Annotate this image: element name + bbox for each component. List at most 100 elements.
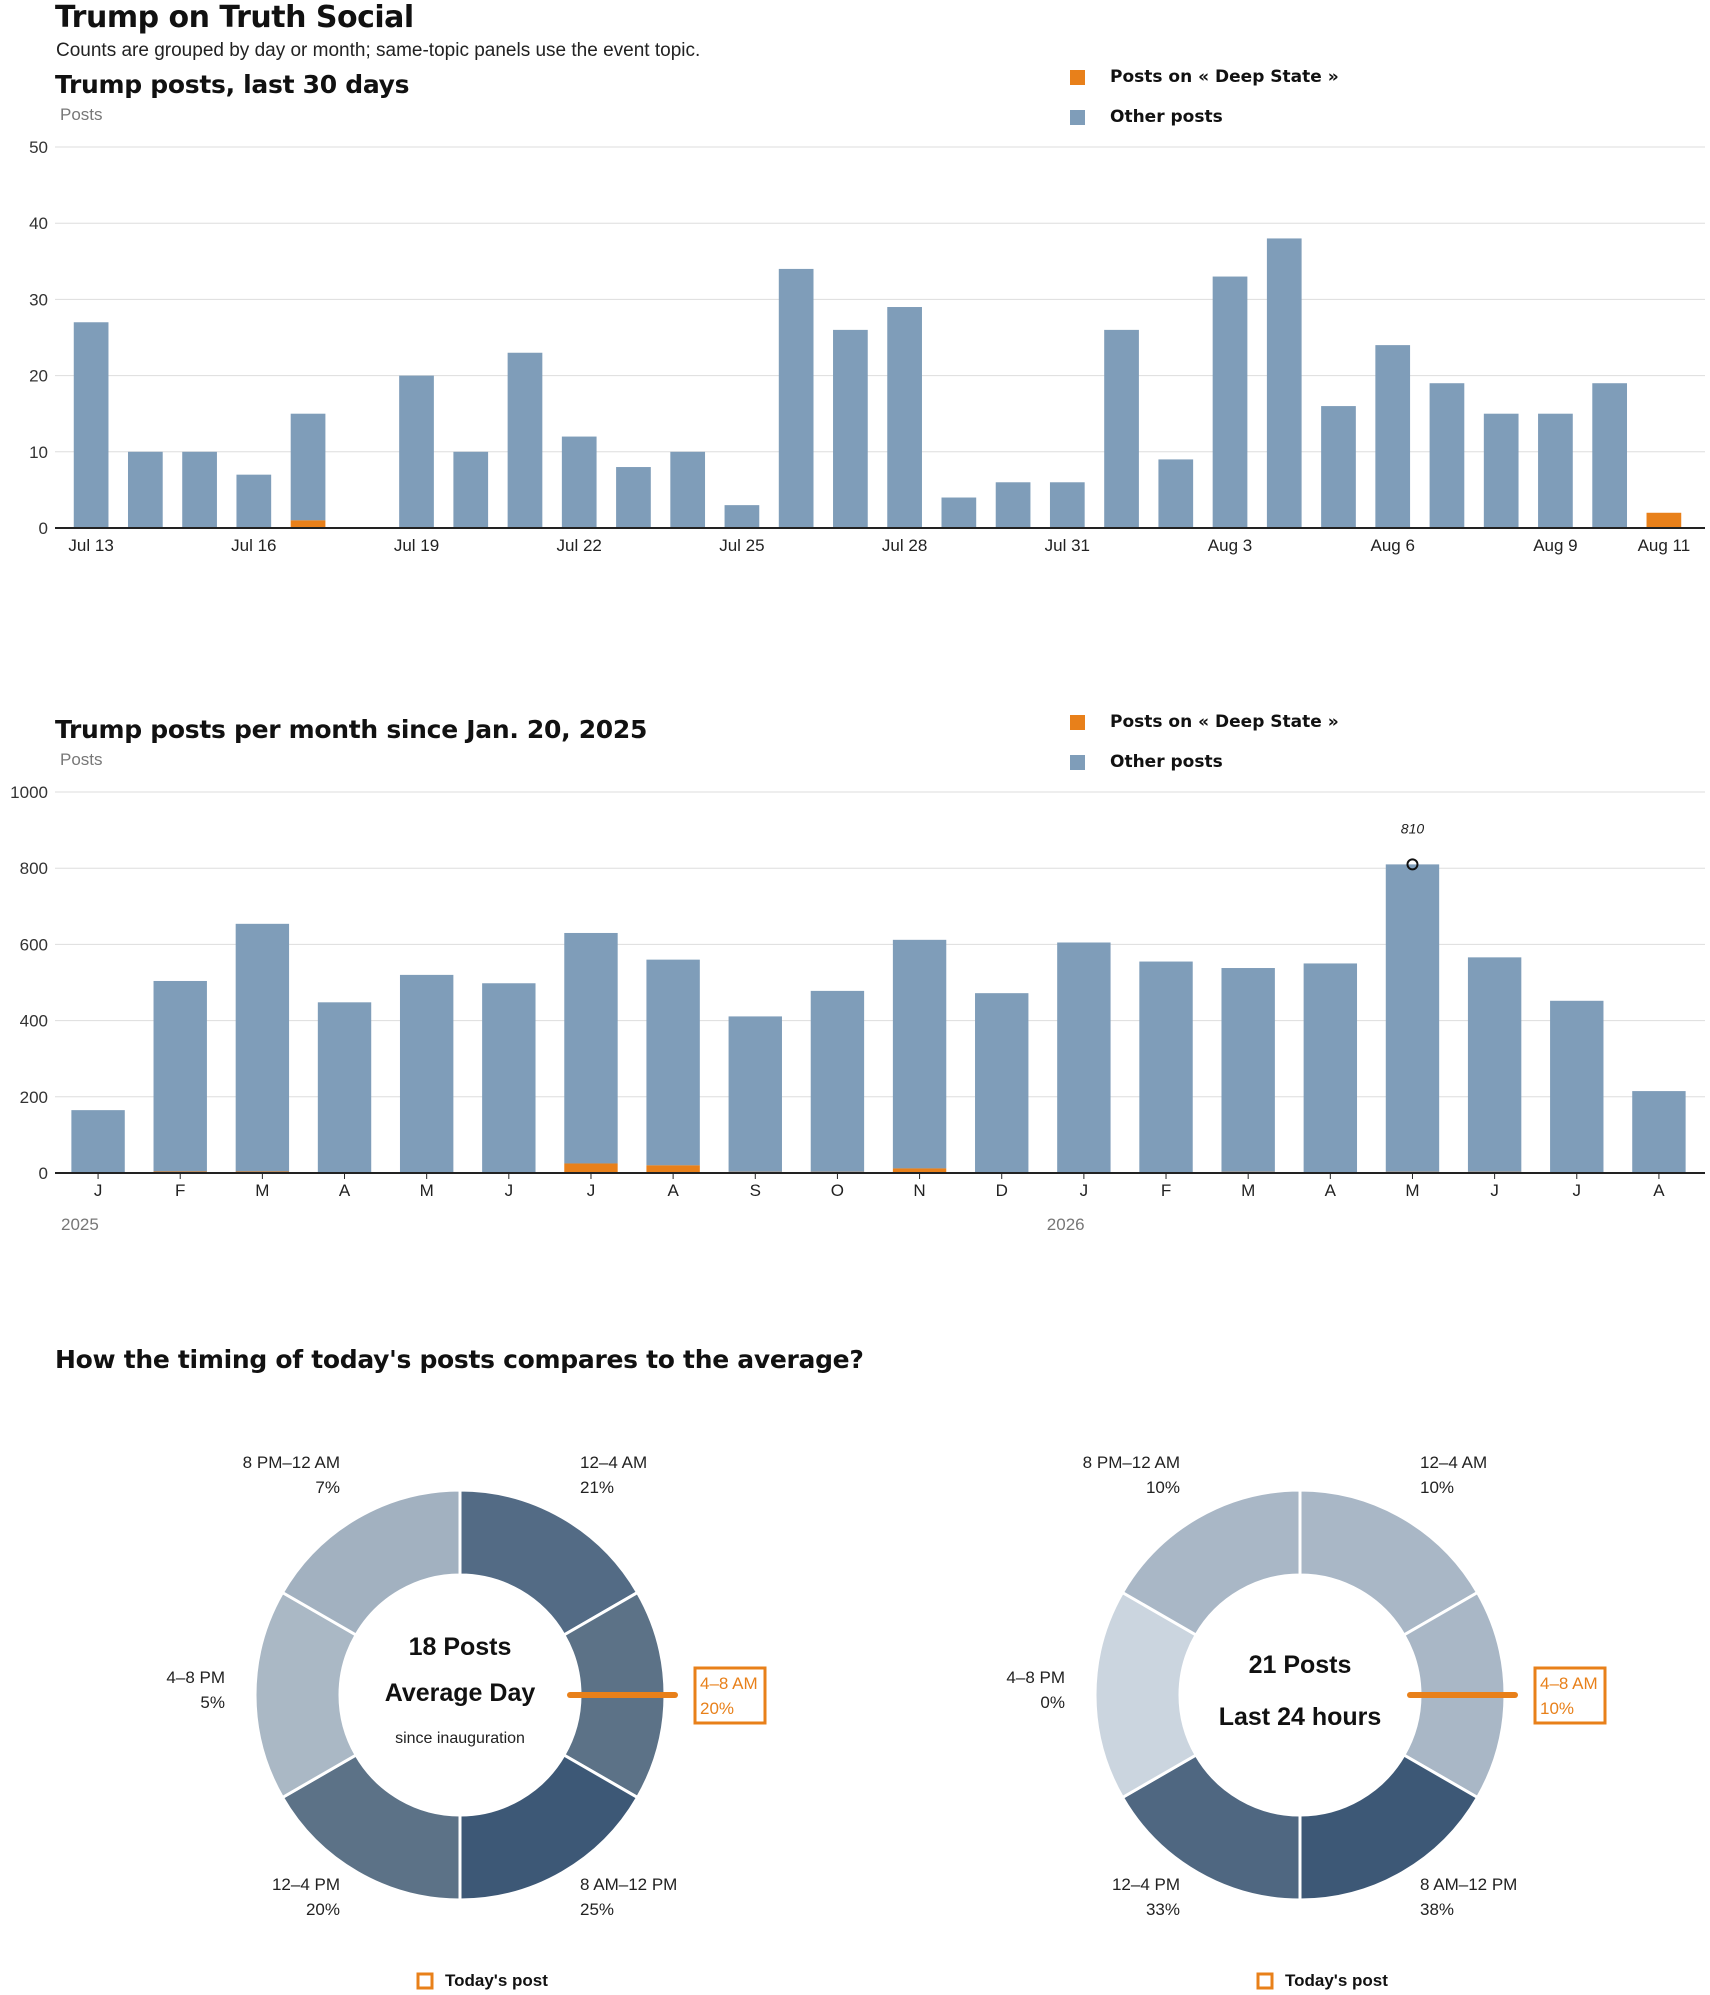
bar-other	[1467, 957, 1522, 1172]
page-subtitle: Counts are grouped by day or month; same…	[56, 40, 701, 61]
x-tick-label: Jul 16	[231, 536, 276, 555]
bar-other	[1221, 968, 1275, 1172]
bar-other	[1550, 1000, 1604, 1173]
bar-other	[564, 932, 618, 1164]
x-tick-label: A	[1325, 1181, 1337, 1200]
y-tick-label: 0	[39, 1164, 48, 1183]
slice-pct: 20%	[306, 1900, 340, 1919]
bar-other	[453, 451, 489, 528]
timing-section-title: How the timing of today's posts compares…	[55, 1345, 864, 1374]
slice-pct: 10%	[1420, 1478, 1454, 1497]
bar-other	[399, 375, 434, 528]
bar-other	[1266, 238, 1302, 528]
bar-other	[1104, 329, 1139, 528]
bar-other	[1429, 383, 1465, 528]
y-tick-label: 30	[29, 290, 48, 309]
bar-other	[1385, 864, 1440, 1172]
daily-bar-chart: 0 10 20 30 40 50 Jul 13 Jul 16 Jul 19 Jul 22 Jul 2…	[29, 138, 1705, 555]
donut-slice	[280, 1488, 462, 1638]
y-tick-label: 20	[29, 367, 48, 386]
bar-other	[1538, 413, 1573, 528]
peak-marker	[1406, 858, 1419, 871]
x-tick-label: J	[1490, 1181, 1499, 1200]
bar-other	[670, 451, 706, 528]
donut-slice	[1120, 1488, 1302, 1638]
peak-value-label: 810	[1401, 820, 1425, 836]
legend-item-other: Other posts	[1070, 107, 1339, 127]
bar-other	[317, 1002, 372, 1173]
y-unit-daily: Posts	[60, 105, 103, 124]
slice-pct-highlight: 20%	[700, 1699, 734, 1718]
bar-other	[153, 980, 207, 1172]
bar-topic	[564, 1163, 618, 1173]
bar-topic	[646, 1165, 700, 1173]
bar-other	[507, 352, 543, 528]
bar-other	[182, 451, 217, 528]
slice-pct: 7%	[315, 1478, 340, 1497]
bar-other	[1483, 413, 1519, 528]
bar-other	[1057, 942, 1111, 1173]
bar-other	[73, 322, 109, 528]
slice-label: 12–4 PM	[272, 1875, 340, 1894]
legend-label-other: Other posts	[1110, 107, 1223, 127]
slice-pct: 0%	[1040, 1693, 1065, 1712]
slice-pct: 33%	[1146, 1900, 1180, 1919]
bar-other	[235, 923, 290, 1172]
x-tick-label: J	[587, 1181, 596, 1200]
slice-label: 8 AM–12 PM	[580, 1875, 677, 1894]
legend-daily: Posts on « Deep State » Other posts	[1070, 67, 1339, 147]
bar-other	[1632, 1091, 1686, 1173]
legend-label-other: Other posts	[1110, 752, 1223, 772]
highlight-box	[693, 1666, 767, 1725]
bar-other	[887, 307, 922, 528]
donut-center-note: since inauguration	[395, 1730, 525, 1747]
slice-label: 12–4 AM	[1420, 1453, 1487, 1472]
donut-last24-svg: 12–4 AM 10% 4–8 AM 10% 8 AM–12 PM 38% 12–4 PM 3…	[1006, 1453, 1607, 1990]
legend-swatch-topic	[1070, 69, 1085, 85]
slice-pct: 38%	[1420, 1900, 1454, 1919]
legend-item-other: Other posts	[1070, 752, 1339, 772]
today-legend-swatch	[1256, 1972, 1274, 1990]
x-tick-label: Jul 13	[68, 536, 113, 555]
x-tick-label: S	[750, 1181, 761, 1200]
x-tick-label: J	[1080, 1181, 1089, 1200]
bar-other	[616, 467, 651, 528]
bar-other	[561, 436, 597, 528]
x-tick-label: J	[1573, 1181, 1582, 1200]
bar-other	[1375, 345, 1411, 528]
x-tick-label: Jul 28	[882, 536, 927, 555]
legend-swatch-other	[1070, 754, 1085, 770]
monthly-bar-chart: 0 200 400 600 800 1000 J F M A M J J A S O N D J F M A M J J A 202…	[10, 783, 1705, 1234]
donut-average-svg: 12–4 AM 21% 4–8 AM 20% 8 AM–12 PM 25% 12–4 PM 2…	[166, 1453, 767, 1990]
bar-other	[1303, 963, 1358, 1173]
bar-other	[1212, 276, 1248, 528]
bar-other	[1139, 961, 1193, 1173]
bar-other	[1592, 383, 1628, 528]
y-tick-label: 40	[29, 214, 48, 233]
slice-label: 8 AM–12 PM	[1420, 1875, 1517, 1894]
donut-last-24h: 12–4 AM 10% 4–8 AM 10% 8 AM–12 PM 38% 12–4 PM 3…	[880, 1450, 1700, 1990]
x-tick-label: F	[1161, 1181, 1171, 1200]
x-tick-label: Jul 25	[719, 536, 764, 555]
x-tick-label: Aug 6	[1370, 536, 1414, 555]
donut-center-total: 18 Posts	[409, 1633, 512, 1661]
highlight-box	[1533, 1666, 1607, 1725]
y-tick-label: 50	[29, 138, 48, 157]
bar-other	[833, 329, 868, 528]
bar-other	[728, 1016, 782, 1172]
legend-item-topic: Posts on « Deep State »	[1070, 67, 1339, 87]
y-tick-label: 800	[20, 859, 48, 878]
chart-title-daily: Trump posts, last 30 days	[55, 70, 410, 99]
bar-other	[290, 413, 326, 521]
x-tick-label: J	[94, 1181, 103, 1200]
slice-label: 12–4 PM	[1112, 1875, 1180, 1894]
bar-other	[399, 974, 454, 1173]
page-title: Trump on Truth Social	[55, 0, 414, 35]
bar-other	[724, 505, 760, 528]
bar-other	[892, 939, 947, 1169]
slice-pct: 25%	[580, 1900, 614, 1919]
bar-other	[778, 268, 814, 528]
year-label: 2026	[1047, 1215, 1085, 1234]
x-tick-label: D	[996, 1181, 1008, 1200]
bar-other	[127, 451, 163, 528]
